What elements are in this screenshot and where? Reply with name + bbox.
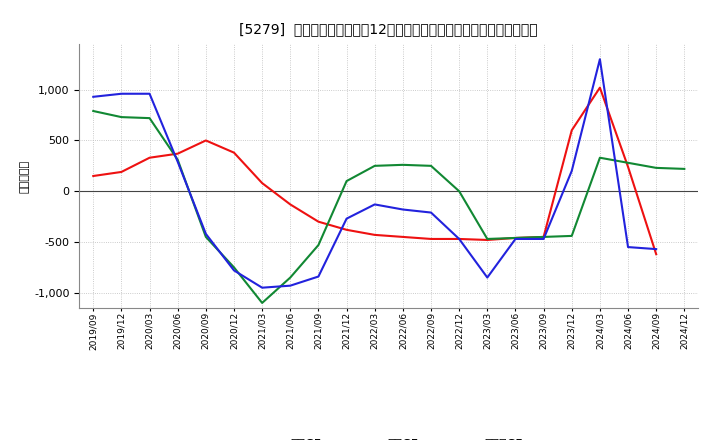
営業CF <box>230 150 238 155</box>
フリーCF <box>652 246 660 252</box>
フリーCF <box>342 216 351 221</box>
営業CF <box>455 236 464 242</box>
フリーCF <box>567 168 576 173</box>
投資CF <box>314 242 323 248</box>
営業CF <box>145 155 154 160</box>
Line: 営業CF: 営業CF <box>94 88 656 254</box>
Line: 投資CF: 投資CF <box>94 111 684 303</box>
Line: フリーCF: フリーCF <box>94 59 656 288</box>
フリーCF <box>399 207 408 212</box>
フリーCF <box>89 94 98 99</box>
Y-axis label: （百万円）: （百万円） <box>20 159 30 193</box>
投資CF <box>567 233 576 238</box>
投資CF <box>117 114 126 120</box>
投資CF <box>483 236 492 242</box>
営業CF <box>117 169 126 175</box>
営業CF <box>370 232 379 238</box>
フリーCF <box>174 159 182 165</box>
営業CF <box>174 151 182 156</box>
フリーCF <box>258 285 266 290</box>
投資CF <box>230 265 238 270</box>
営業CF <box>624 164 632 169</box>
営業CF <box>511 235 520 241</box>
フリーCF <box>624 245 632 250</box>
投資CF <box>680 166 688 172</box>
フリーCF <box>427 210 436 215</box>
フリーCF <box>314 274 323 279</box>
営業CF <box>89 173 98 179</box>
営業CF <box>652 252 660 257</box>
投資CF <box>624 160 632 165</box>
フリーCF <box>511 236 520 242</box>
営業CF <box>258 180 266 186</box>
営業CF <box>202 138 210 143</box>
投資CF <box>370 163 379 169</box>
Legend: 営業CF, 投資CF, フリーCF: 営業CF, 投資CF, フリーCF <box>250 433 528 440</box>
営業CF <box>314 219 323 224</box>
投資CF <box>455 189 464 194</box>
営業CF <box>342 227 351 232</box>
営業CF <box>286 202 294 207</box>
投資CF <box>89 108 98 114</box>
投資CF <box>399 162 408 168</box>
投資CF <box>427 163 436 169</box>
フリーCF <box>145 91 154 96</box>
フリーCF <box>483 275 492 280</box>
投資CF <box>286 275 294 280</box>
フリーCF <box>230 268 238 273</box>
フリーCF <box>455 236 464 242</box>
営業CF <box>427 236 436 242</box>
フリーCF <box>370 202 379 207</box>
フリーCF <box>117 91 126 96</box>
営業CF <box>399 234 408 239</box>
フリーCF <box>202 231 210 237</box>
フリーCF <box>539 236 548 242</box>
営業CF <box>595 85 604 90</box>
フリーCF <box>595 57 604 62</box>
営業CF <box>539 234 548 239</box>
Title: [5279]  キャッシュフローの12か月移動合計の対前年同期増減額の推移: [5279] キャッシュフローの12か月移動合計の対前年同期増減額の推移 <box>240 22 538 36</box>
投資CF <box>145 115 154 121</box>
投資CF <box>539 234 548 239</box>
投資CF <box>342 179 351 184</box>
営業CF <box>567 128 576 133</box>
投資CF <box>174 157 182 162</box>
投資CF <box>202 234 210 239</box>
営業CF <box>483 237 492 242</box>
フリーCF <box>286 283 294 288</box>
投資CF <box>652 165 660 171</box>
投資CF <box>511 235 520 241</box>
投資CF <box>595 155 604 160</box>
投資CF <box>258 300 266 305</box>
